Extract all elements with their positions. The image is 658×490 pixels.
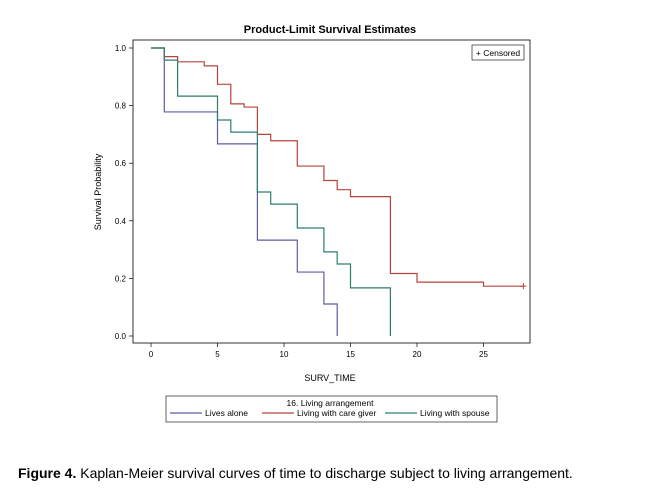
y-axis: 0.0 0.2 0.4 0.6 0.8 1.0 <box>115 44 133 341</box>
plot-frame <box>132 39 531 344</box>
legend-label: Living with spouse <box>420 408 490 418</box>
survival-curve-lives-alone <box>151 47 338 336</box>
legend: 16. Living arrangement Lives alone Living… <box>165 395 498 423</box>
caption-text: Kaplan-Meier survival curves of time to … <box>76 465 573 481</box>
x-tick-label: 0 <box>149 350 154 359</box>
legend-label: Lives alone <box>205 408 248 418</box>
x-axis-title: SURV_TIME <box>304 373 355 383</box>
y-tick-label: 0.4 <box>115 217 127 226</box>
chart-title: Product-Limit Survival Estimates <box>244 24 416 36</box>
y-tick-label: 0.2 <box>115 274 127 283</box>
figure-caption: Figure 4. Kaplan-Meier survival curves o… <box>18 465 573 481</box>
x-tick-label: 25 <box>479 350 488 359</box>
legend-items: Lives alone Living with care giver Living … <box>170 408 490 418</box>
y-tick-label: 0.8 <box>115 102 127 111</box>
legend-box <box>165 395 498 423</box>
y-axis-title: Survival Probability <box>93 153 103 230</box>
legend-title: 16. Living arrangement <box>287 398 375 408</box>
censored-legend-label: + Censored <box>476 48 520 58</box>
x-axis: 0 5 10 15 20 25 <box>149 343 488 359</box>
censored-legend-box: + Censored <box>471 44 525 61</box>
survival-curve-living-with-spouse <box>151 47 391 336</box>
y-tick-label: 1.0 <box>115 44 127 53</box>
caption-label: Figure 4. <box>18 465 77 481</box>
censored-mark <box>520 283 527 290</box>
x-tick-label: 10 <box>280 350 289 359</box>
x-tick-label: 5 <box>215 350 220 359</box>
legend-label: Living with care giver <box>297 408 377 418</box>
survival-curve-living-with-care-giver <box>151 47 524 287</box>
y-tick-label: 0.6 <box>115 159 127 168</box>
x-tick-label: 20 <box>413 350 422 359</box>
series-layer <box>151 47 527 336</box>
x-tick-label: 15 <box>346 350 355 359</box>
y-tick-label: 0.0 <box>115 332 127 341</box>
